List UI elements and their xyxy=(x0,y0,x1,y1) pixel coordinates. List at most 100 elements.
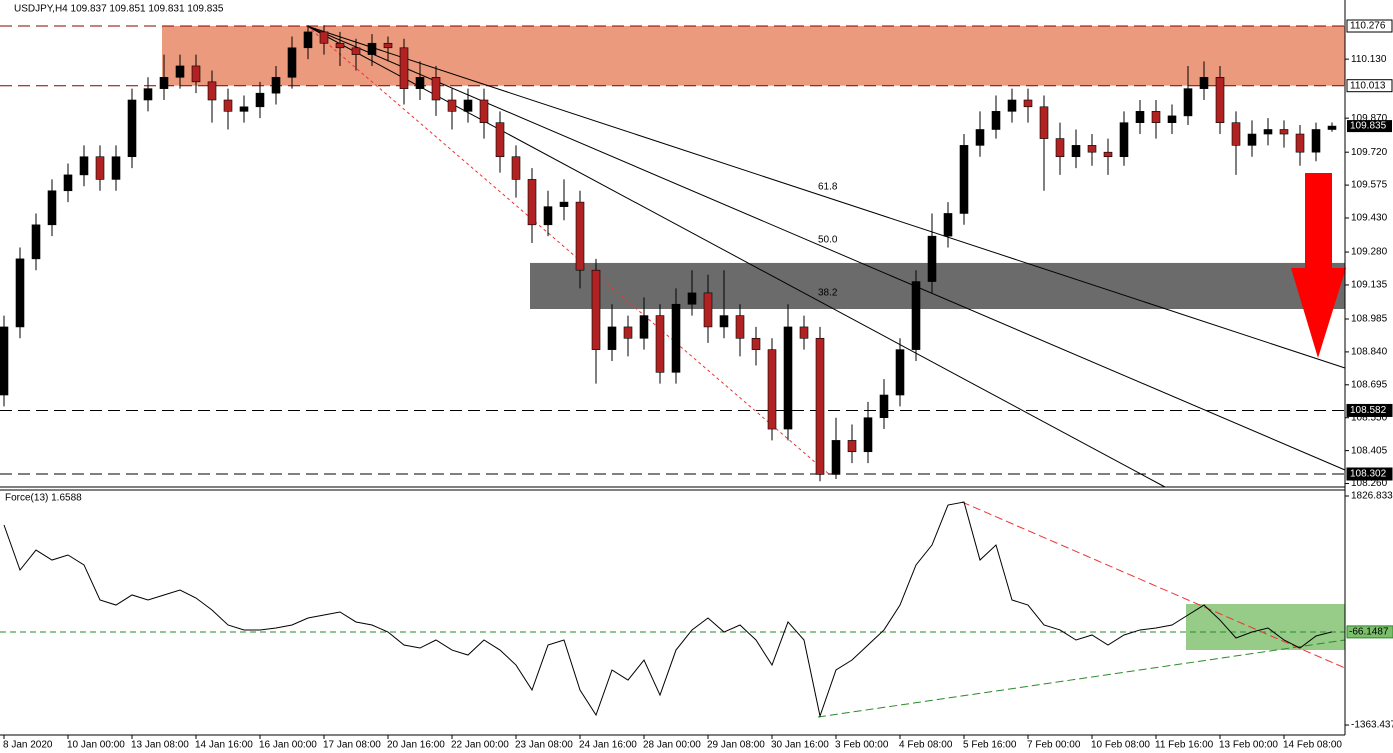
x-tick-label: 14 Feb 08:00 xyxy=(1283,740,1342,751)
x-tick-label: 10 Jan 00:00 xyxy=(67,740,125,751)
candle-body xyxy=(991,111,1001,130)
candle-body xyxy=(367,42,377,55)
candle-body xyxy=(767,349,777,430)
x-tick-label: 22 Jan 00:00 xyxy=(451,740,509,751)
candle-body xyxy=(1279,129,1289,135)
candle-body xyxy=(671,303,681,373)
x-tick-label: 30 Jan 16:00 xyxy=(771,740,829,751)
price-label: 110.013 xyxy=(1350,80,1386,91)
candle-body xyxy=(1295,133,1305,153)
candle-body xyxy=(543,206,553,226)
x-tick-label: 24 Jan 16:00 xyxy=(579,740,637,751)
annotation-layer xyxy=(0,25,1346,718)
candle-body xyxy=(559,201,569,207)
x-tick-label: 7 Feb 00:00 xyxy=(1027,740,1081,751)
y-tick-label: 109.575 xyxy=(1351,180,1388,191)
candle-body xyxy=(271,76,281,94)
candle-body xyxy=(799,326,809,339)
candle-body xyxy=(1327,125,1337,130)
candle-body xyxy=(1215,76,1225,123)
y-tick-label: 108.840 xyxy=(1351,347,1388,358)
last-price-box xyxy=(1347,120,1392,133)
candle-body xyxy=(63,174,73,192)
candle-body xyxy=(687,292,697,305)
candle-body xyxy=(623,326,633,339)
y-tick-label: 109.430 xyxy=(1351,213,1388,224)
candle-body xyxy=(1247,133,1257,146)
data-layer: 61.8 50.0 38.2 xyxy=(0,25,1337,718)
y-tick-label: 108.405 xyxy=(1351,445,1388,456)
y-tick-label: 108.695 xyxy=(1351,379,1388,390)
candle-body xyxy=(1023,99,1033,108)
candle-body xyxy=(815,337,825,475)
candle-body xyxy=(751,337,761,350)
candle-body xyxy=(1311,129,1321,153)
candle-body xyxy=(735,315,745,339)
y-tick-label: 109.135 xyxy=(1351,280,1388,291)
x-tick-label: 5 Feb 16:00 xyxy=(963,740,1017,751)
last-value-box xyxy=(1346,625,1393,639)
candle-body xyxy=(703,292,713,328)
x-tick-label: 13 Feb 00:00 xyxy=(1219,740,1278,751)
candle-body xyxy=(1007,99,1017,112)
candle-body xyxy=(895,349,905,396)
candle-body xyxy=(831,440,841,475)
candle-body xyxy=(1087,145,1097,153)
candle-body xyxy=(0,326,9,396)
fib-label: 61.8 xyxy=(818,182,838,193)
price-label-box xyxy=(1346,403,1393,417)
candle-body xyxy=(511,156,521,180)
candle-body xyxy=(1135,111,1145,123)
candle-body xyxy=(399,47,409,89)
candle-body xyxy=(31,224,41,260)
candle-body xyxy=(1199,76,1209,89)
candle-body xyxy=(943,213,953,237)
candle-body xyxy=(47,190,57,226)
y-tick-label: 1826.8335 xyxy=(1351,491,1393,502)
candle-body xyxy=(495,122,505,158)
candle-body xyxy=(863,417,873,453)
candle-body xyxy=(1263,129,1273,135)
candle-body xyxy=(127,99,137,158)
price-label: 108.582 xyxy=(1350,405,1387,416)
price-label-box xyxy=(1346,19,1393,33)
candle-body xyxy=(79,156,89,176)
candle-body xyxy=(1167,115,1177,123)
fan-base-line xyxy=(306,25,831,476)
x-tick-label: 14 Jan 16:00 xyxy=(195,740,253,751)
candle-body xyxy=(975,129,985,146)
zone xyxy=(162,26,1345,86)
price-label-box xyxy=(1346,467,1393,481)
x-tick-label: 3 Feb 00:00 xyxy=(835,740,889,751)
candle-body xyxy=(847,440,857,453)
candle-body xyxy=(335,42,345,49)
x-tick-label: 10 Feb 08:00 xyxy=(1091,740,1150,751)
candle-body xyxy=(159,76,169,89)
candle-body xyxy=(303,31,313,49)
candle-body xyxy=(15,258,25,328)
candle-body xyxy=(655,315,665,373)
candle-body xyxy=(287,47,297,78)
candle-body xyxy=(959,145,969,214)
candle-body xyxy=(607,326,617,350)
y-tick-label: 109.870 xyxy=(1351,113,1388,124)
candle-body xyxy=(351,47,361,55)
candle-body xyxy=(527,179,537,226)
x-tick-label: 23 Jan 08:00 xyxy=(515,740,573,751)
y-tick-label: -1363.437 xyxy=(1351,720,1393,731)
x-tick-label: 11 Feb 16:00 xyxy=(1155,740,1214,751)
x-tick-label: 17 Jan 08:00 xyxy=(323,740,381,751)
candle-body xyxy=(1071,145,1081,158)
candle-body xyxy=(783,326,793,430)
candle-body xyxy=(479,99,489,123)
candle-body xyxy=(255,92,265,108)
last-value-label: -66.1487 xyxy=(1349,627,1389,638)
x-tick-label: 16 Jan 00:00 xyxy=(259,740,317,751)
candle-body xyxy=(191,65,201,83)
candle-body xyxy=(1183,88,1193,117)
arrow-head xyxy=(1291,268,1346,358)
candle-body xyxy=(591,269,601,350)
price-label-box xyxy=(1346,79,1393,93)
